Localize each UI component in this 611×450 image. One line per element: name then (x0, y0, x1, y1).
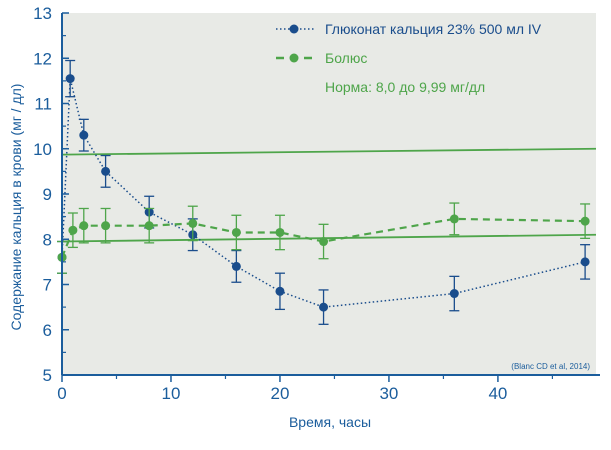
legend-norm-note: Норма: 8,0 до 9,99 мг/дл (325, 79, 485, 95)
x-tick-label: 30 (379, 384, 398, 403)
y-tick-label: 8 (43, 230, 52, 249)
data-point (231, 227, 241, 237)
data-point (101, 166, 111, 176)
data-point (231, 261, 241, 271)
citation: (Blanc CD et al, 2014) (511, 362, 590, 371)
data-point (275, 286, 285, 296)
data-point (144, 221, 154, 231)
data-point (319, 237, 329, 247)
x-tick-label: 40 (488, 384, 507, 403)
y-tick-label: 9 (43, 185, 52, 204)
x-axis-title: Время, часы (289, 414, 371, 430)
data-point (319, 302, 329, 312)
reference-line-lower-normal (61, 233, 597, 243)
series-2 (57, 202, 591, 274)
data-point (580, 257, 590, 267)
legend-series1-marker (289, 24, 299, 34)
data-point (101, 221, 111, 231)
data-point (65, 74, 75, 84)
data-point (580, 216, 590, 226)
y-tick-label: 6 (43, 321, 52, 340)
y-axis-title: Содержание кальция в крови (мг / дл) (8, 84, 24, 331)
data-point (79, 221, 89, 231)
plot-background (62, 13, 596, 375)
data-point (275, 227, 285, 237)
y-tick-label: 11 (34, 95, 52, 114)
data-point (449, 289, 459, 299)
data-point (68, 225, 78, 235)
x-tick-label: 10 (162, 384, 181, 403)
legend-series1-label: Глюконат кальция 23% 500 мл IV (325, 21, 542, 37)
reference-line-upper-normal (61, 147, 597, 156)
data-point (79, 130, 89, 140)
y-tick-label: 5 (43, 366, 52, 385)
y-tick-label: 7 (43, 276, 52, 295)
x-tick-label: 0 (57, 384, 66, 403)
legend: Глюконат кальция 23% 500 мл IV Болюс Нор… (276, 21, 542, 95)
y-tick-label: 13 (33, 4, 52, 23)
data-point (449, 214, 459, 224)
legend-series2-label: Болюс (325, 50, 367, 66)
y-tick-label: 12 (33, 49, 52, 68)
data-point (188, 218, 198, 228)
y-tick-label: 10 (33, 140, 52, 159)
x-tick-label: 20 (270, 384, 289, 403)
legend-series2-marker (289, 53, 299, 63)
